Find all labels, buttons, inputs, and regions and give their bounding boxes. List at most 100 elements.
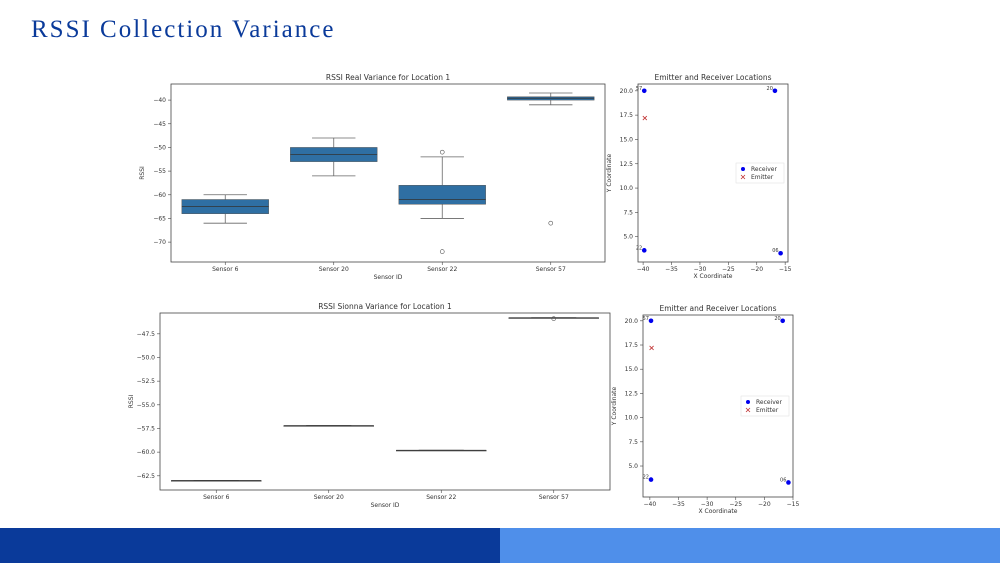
chart-title: RSSI Sionna Variance for Location 1 bbox=[318, 302, 452, 311]
emitter-point bbox=[642, 115, 648, 121]
legend-box bbox=[735, 162, 785, 184]
x-axis-label: Sensor ID bbox=[374, 274, 403, 281]
y-tick-label: 12.5 bbox=[625, 390, 639, 397]
receiver-label: 06 bbox=[772, 248, 778, 254]
x-tick-label: −40 bbox=[644, 501, 657, 508]
box-iqr bbox=[398, 185, 486, 205]
receiver-label: 22 bbox=[643, 475, 649, 481]
y-tick-label: −65 bbox=[153, 215, 166, 222]
receiver-label: 20 bbox=[774, 316, 780, 322]
y-tick-label: 7.5 bbox=[628, 439, 638, 446]
y-tick-label: −50.0 bbox=[137, 354, 156, 361]
y-tick-label: 10.0 bbox=[625, 415, 639, 422]
chart-title: Emitter and Receiver Locations bbox=[659, 304, 776, 313]
x-axis-label: Sensor ID bbox=[371, 502, 400, 509]
y-tick-label: 17.5 bbox=[625, 342, 639, 349]
receiver-point bbox=[641, 248, 647, 253]
box-sensor-20 bbox=[283, 425, 374, 427]
x-tick-label: Sensor 22 bbox=[426, 494, 456, 501]
outlier-point bbox=[548, 220, 554, 226]
y-axis-label: RSSI bbox=[128, 394, 135, 408]
x-tick-label: −15 bbox=[779, 266, 792, 273]
x-tick-label: −30 bbox=[694, 266, 707, 273]
y-tick-label: 17.5 bbox=[620, 112, 634, 119]
x-axis-label: X Coordinate bbox=[699, 508, 738, 515]
legend-label: Emitter bbox=[751, 174, 774, 181]
receiver-point bbox=[786, 480, 791, 485]
plot-frame bbox=[637, 83, 789, 263]
outlier-point bbox=[439, 249, 445, 254]
receiver-label: 06 bbox=[780, 477, 786, 483]
box-sensor-22 bbox=[396, 449, 487, 452]
x-tick-label: −20 bbox=[750, 266, 763, 273]
x-tick-label: −20 bbox=[758, 501, 771, 508]
y-tick-label: 7.5 bbox=[623, 209, 633, 216]
legend-label: Receiver bbox=[756, 399, 782, 406]
plot-frame bbox=[642, 314, 794, 498]
receiver-label: 20 bbox=[767, 86, 773, 92]
y-tick-label: 15.0 bbox=[620, 136, 634, 143]
legend-box bbox=[740, 395, 790, 417]
legend-emitter-icon bbox=[740, 174, 746, 180]
receiver-label: 22 bbox=[636, 245, 642, 251]
slide-title: RSSI Collection Variance bbox=[31, 16, 336, 43]
emitter-point bbox=[649, 345, 654, 351]
y-tick-label: 5.0 bbox=[623, 234, 633, 241]
box-sensor-20 bbox=[290, 137, 378, 177]
y-tick-label: −47.5 bbox=[137, 331, 156, 338]
y-tick-label: −55 bbox=[153, 168, 166, 175]
legend-label: Receiver bbox=[751, 166, 777, 173]
chart-4: Emitter and Receiver Locations X Coordina… bbox=[611, 304, 800, 515]
plot-frame bbox=[159, 312, 611, 491]
footer-bar-dark bbox=[0, 528, 500, 563]
chart-title: RSSI Real Variance for Location 1 bbox=[326, 73, 450, 82]
y-tick-label: −50 bbox=[153, 144, 166, 151]
box-sensor-6 bbox=[181, 194, 269, 224]
y-tick-label: −60 bbox=[153, 192, 166, 199]
plot-frame bbox=[170, 83, 606, 263]
x-tick-label: −25 bbox=[729, 501, 742, 508]
receiver-point bbox=[778, 250, 783, 256]
y-tick-label: −45 bbox=[153, 121, 166, 128]
receiver-point bbox=[780, 318, 785, 324]
x-tick-label: Sensor 57 bbox=[539, 494, 569, 501]
outlier-point bbox=[439, 149, 445, 155]
legend-emitter-icon bbox=[745, 407, 751, 413]
receiver-label: 57 bbox=[643, 316, 649, 322]
receiver-label: 57 bbox=[636, 86, 642, 92]
y-tick-label: −57.5 bbox=[137, 425, 156, 432]
box-sensor-22 bbox=[398, 149, 486, 254]
x-tick-label: Sensor 57 bbox=[536, 266, 566, 273]
x-tick-label: −15 bbox=[787, 501, 800, 508]
chart-1: RSSI Real Variance for Location 1 Sensor … bbox=[139, 73, 606, 281]
x-tick-label: −35 bbox=[665, 266, 678, 273]
legend-label: Emitter bbox=[756, 407, 779, 414]
outlier-point bbox=[551, 316, 557, 321]
receiver-point bbox=[648, 477, 654, 482]
receiver-point bbox=[772, 88, 778, 94]
legend-receiver-icon bbox=[746, 400, 750, 404]
legend-receiver-icon bbox=[741, 167, 745, 171]
y-tick-label: 20.0 bbox=[620, 88, 634, 95]
x-tick-label: Sensor 20 bbox=[314, 494, 344, 501]
chart-3: RSSI Sionna Variance for Location 1 Senso… bbox=[128, 302, 611, 509]
box-sensor-57 bbox=[508, 316, 599, 321]
y-tick-label: 5.0 bbox=[628, 463, 638, 470]
y-tick-label: −55.0 bbox=[137, 402, 156, 409]
y-axis-label: RSSI bbox=[139, 166, 146, 180]
y-tick-label: −62.5 bbox=[137, 473, 156, 480]
y-tick-label: 20.0 bbox=[625, 318, 639, 325]
y-axis-label: Y Coordinate bbox=[611, 386, 618, 426]
x-tick-label: Sensor 22 bbox=[427, 266, 457, 273]
x-tick-label: −25 bbox=[722, 266, 735, 273]
x-tick-label: Sensor 20 bbox=[319, 266, 349, 273]
box-sensor-6 bbox=[171, 480, 262, 482]
x-tick-label: −40 bbox=[637, 266, 650, 273]
y-axis-label: Y Coordinate bbox=[606, 153, 613, 193]
footer-bar-light bbox=[500, 528, 1000, 563]
box-sensor-57 bbox=[507, 92, 595, 226]
y-tick-label: 10.0 bbox=[620, 185, 634, 192]
x-tick-label: −30 bbox=[701, 501, 714, 508]
